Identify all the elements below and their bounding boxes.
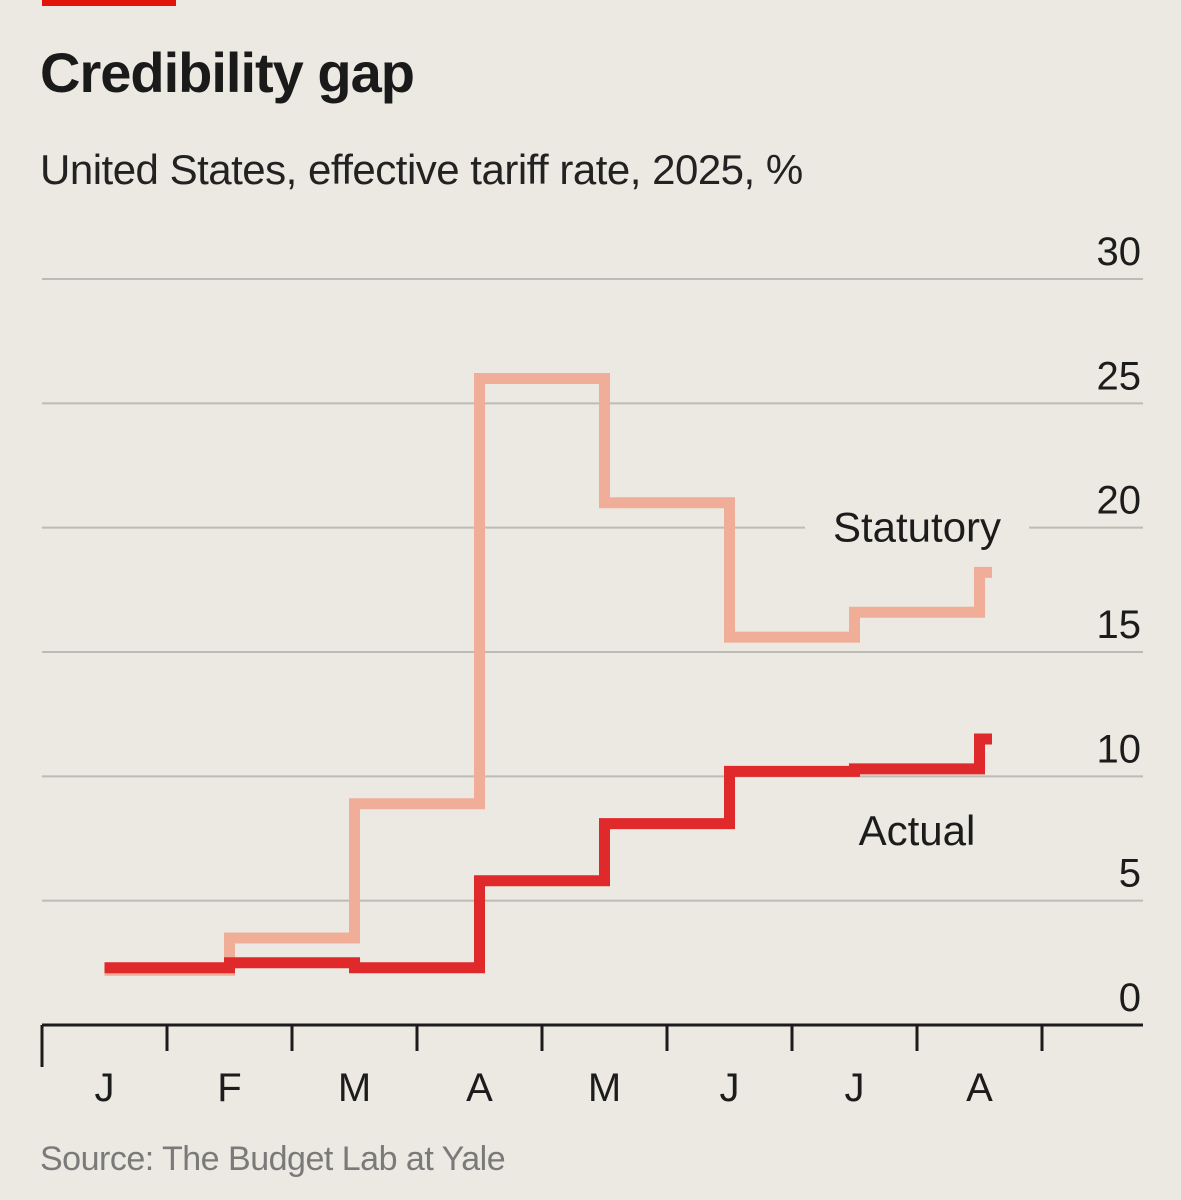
y-tick-label-10: 10 <box>1097 727 1142 771</box>
y-tick-label-15: 15 <box>1097 603 1142 647</box>
chart-title: Credibility gap <box>40 41 415 104</box>
x-tick-label-7: A <box>966 1066 993 1110</box>
series-label-statutory: Statutory <box>833 504 1001 551</box>
y-tick-label-5: 5 <box>1119 852 1141 896</box>
x-tick-label-2: M <box>338 1066 371 1110</box>
series-label-actual: Actual <box>859 807 976 854</box>
x-tick-label-0: J <box>95 1066 115 1110</box>
y-tick-label-25: 25 <box>1097 354 1142 398</box>
series-line-statutory <box>104 373 992 976</box>
x-tick-label-3: A <box>466 1066 493 1110</box>
x-tick-label-6: J <box>845 1066 865 1110</box>
chart-subtitle: United States, effective tariff rate, 20… <box>40 146 803 193</box>
chart-source: Source: The Budget Lab at Yale <box>40 1140 506 1178</box>
x-axis <box>40 1023 1143 1067</box>
series-labels: Statutory Actual <box>805 497 1029 854</box>
series-label-bg-statutory <box>805 497 1029 556</box>
x-tick-label-4: M <box>588 1066 621 1110</box>
y-axis-tick-labels: 0 5 10 15 20 25 30 <box>1097 230 1142 1020</box>
y-tick-label-30: 30 <box>1097 230 1142 274</box>
series-line-actual <box>104 733 992 974</box>
y-tick-label-20: 20 <box>1097 479 1142 523</box>
x-tick-label-5: J <box>720 1066 740 1110</box>
y-tick-label-0: 0 <box>1119 976 1141 1020</box>
economist-red-tag <box>42 0 176 6</box>
series-lines <box>104 373 992 976</box>
x-tick-label-1: F <box>217 1066 241 1110</box>
